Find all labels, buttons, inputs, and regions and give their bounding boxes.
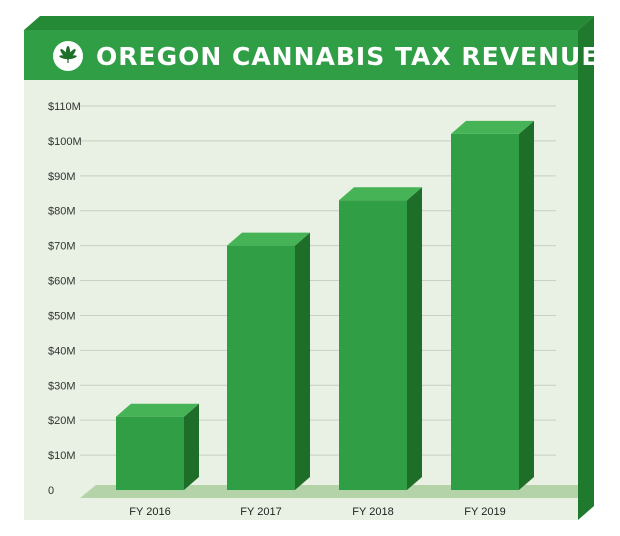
bar-top xyxy=(451,120,534,134)
bar-front xyxy=(227,245,295,490)
x-axis-labels: FY 2016 FY 2017 FY 2018 FY 2019 xyxy=(129,506,505,518)
x-tick-label: FY 2017 xyxy=(240,506,281,518)
bar xyxy=(227,232,310,491)
y-tick-label: $40M xyxy=(48,345,76,357)
x-tick-label: FY 2019 xyxy=(464,506,505,518)
bar-side xyxy=(407,187,422,490)
frame-top-edge xyxy=(24,16,594,30)
bar-front xyxy=(451,133,519,490)
y-axis-ticks: 0 $10M $20M $30M $40M $50M $60M $70M $80M $90M $10… xyxy=(48,101,82,497)
bar-side xyxy=(295,232,310,491)
y-tick-label: 0 xyxy=(48,485,54,497)
bar-top xyxy=(339,187,422,201)
y-tick-label: $80M xyxy=(48,206,76,218)
leaf-icon-glyph xyxy=(59,46,77,63)
y-tick-label: $10M xyxy=(48,450,76,462)
bar xyxy=(116,403,199,490)
x-tick-label: FY 2016 xyxy=(129,506,170,518)
x-tick-label: FY 2018 xyxy=(352,506,393,518)
bar xyxy=(451,120,534,490)
y-tick-label: $90M xyxy=(48,171,76,183)
cannabis-leaf-icon xyxy=(53,41,83,71)
y-tick-label: $110M xyxy=(48,101,81,113)
frame-right-side xyxy=(578,16,594,520)
y-tick-label: $50M xyxy=(48,310,76,322)
y-tick-label: $60M xyxy=(48,276,76,288)
bar-front xyxy=(116,416,184,490)
bar-top xyxy=(116,403,199,417)
chart-title: OREGON CANNABIS TAX REVENUE xyxy=(96,42,599,71)
chart-header: OREGON CANNABIS TAX REVENUE xyxy=(24,30,599,80)
y-tick-label: $70M xyxy=(48,241,76,253)
bar xyxy=(339,187,422,490)
bar-top xyxy=(227,232,310,246)
y-tick-label: $100M xyxy=(48,136,82,148)
bar-front xyxy=(339,200,407,490)
y-tick-label: $30M xyxy=(48,380,76,392)
bar-side xyxy=(184,403,199,490)
bar-side xyxy=(519,120,534,490)
bars xyxy=(116,120,534,491)
header-band xyxy=(24,30,578,80)
y-tick-label: $20M xyxy=(48,415,76,427)
